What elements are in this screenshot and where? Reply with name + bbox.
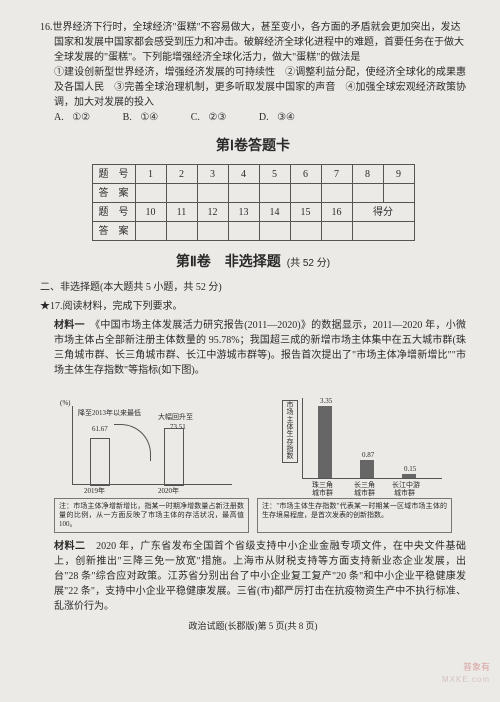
exam-page: 16.世界经济下行时，全球经济"蛋糕"不容易做大，甚至变小，各方面的矛盾就会更加… xyxy=(0,0,500,702)
mat2-lead: 材料二 xyxy=(54,541,86,552)
opt-c: C. ②③ xyxy=(191,112,227,123)
row-label: 答 案 xyxy=(92,184,135,203)
cell: 7 xyxy=(321,165,352,184)
q16-stem: 16.世界经济下行时，全球经济"蛋糕"不容易做大，甚至变小，各方面的矛盾就会更加… xyxy=(54,20,466,65)
arrow-curve xyxy=(114,424,151,461)
opt-b: B. ①④ xyxy=(123,112,159,123)
opt-d: D. ③④ xyxy=(259,112,295,123)
answer-table: 题 号 1 2 3 4 5 6 7 8 9 答 案 题 号 10 11 12 1… xyxy=(92,164,415,241)
note1: 降至2013年以来最低 xyxy=(78,408,141,419)
table-row: 答 案 xyxy=(92,222,414,241)
row-label: 题 号 xyxy=(92,203,135,222)
x1: 2019年 xyxy=(84,486,105,497)
cell: 8 xyxy=(352,165,383,184)
note2: 大幅回升至 xyxy=(158,412,193,423)
cell: 6 xyxy=(290,165,321,184)
bar-pearl xyxy=(318,406,332,478)
v1: 61.67 xyxy=(92,424,108,435)
rv2: 0.87 xyxy=(362,450,374,461)
rxs1: 城市群 xyxy=(312,488,333,499)
watermark-2: MXKE.com xyxy=(442,674,490,686)
material-1: 材料一 《中国市场主体发展活力研究报告(2011—2020)》的数据显示，201… xyxy=(54,318,466,378)
question-16: 16.世界经济下行时，全球经济"蛋糕"不容易做大，甚至变小，各方面的矛盾就会更加… xyxy=(40,20,466,125)
cell: 3 xyxy=(197,165,228,184)
charts-row: (%) 降至2013年以来最低 61.67 大幅回升至 73.51 2019年 … xyxy=(54,384,452,494)
mat1-body: 《中国市场主体发展活力研究报告(2011—2020)》的数据显示，2011—20… xyxy=(54,320,466,376)
answer-card-title: 第Ⅰ卷答题卡 xyxy=(40,135,466,156)
cell: 1 xyxy=(135,165,166,184)
cell: 2 xyxy=(166,165,197,184)
sec2-main: 第Ⅱ卷 非选择题 xyxy=(176,253,281,269)
cell: 13 xyxy=(228,203,259,222)
mat1-lead: 材料一 xyxy=(54,320,85,331)
rxs3: 城市群 xyxy=(394,488,415,499)
y-axis-r xyxy=(302,398,303,478)
cell: 16 xyxy=(321,203,352,222)
row-label: 答 案 xyxy=(92,222,135,241)
sec2-sub: (共 52 分) xyxy=(287,258,330,269)
score-cell: 得分 xyxy=(352,203,414,222)
cell: 10 xyxy=(135,203,166,222)
chart-left: (%) 降至2013年以来最低 61.67 大幅回升至 73.51 2019年 … xyxy=(54,394,244,494)
rv1: 3.35 xyxy=(320,396,332,407)
page-footer: 政治试题(长郡版)第 5 页(共 8 页) xyxy=(40,620,466,634)
cell: 5 xyxy=(259,165,290,184)
question-17: ★17.阅读材料，完成下列要求。 xyxy=(40,299,466,314)
note-right: 注："市场主体生存指数"代表某一时期某一区域市场主体的生存境易程度，是首次发表的… xyxy=(257,498,452,533)
table-row: 题 号 10 11 12 13 14 15 16 得分 xyxy=(92,203,414,222)
cell: 11 xyxy=(166,203,197,222)
opt-a: A. ①② xyxy=(54,112,90,123)
cell: 14 xyxy=(259,203,290,222)
bar-2019 xyxy=(90,438,110,486)
row-label: 题 号 xyxy=(92,165,135,184)
cell: 9 xyxy=(383,165,414,184)
y-unit: (%) xyxy=(60,398,71,409)
mat2-body: 2020 年，广东省发布全国首个省级支持中小企业金融专项文件，在中央文件基础上，… xyxy=(54,541,466,612)
rv3: 0.15 xyxy=(404,464,416,475)
q16-options: A. ①② B. ①④ C. ②③ D. ③④ xyxy=(54,110,466,125)
chart-notes: 注：市场主体净增新增比，指某一时期净增数量占新注册数量的比例，从一方面反映了市场… xyxy=(54,498,452,533)
table-row: 答 案 xyxy=(92,184,414,203)
cell: 12 xyxy=(197,203,228,222)
watermark-1: 普象有 xyxy=(463,661,490,675)
bar-midyang xyxy=(402,474,416,478)
section2-title: 第Ⅱ卷 非选择题 (共 52 分) xyxy=(40,251,466,272)
q16-number: 16. xyxy=(40,22,53,33)
q17-text: 阅读材料，完成下列要求。 xyxy=(63,301,183,312)
material-2: 材料二 2020 年，广东省发布全国首个省级支持中小企业金融专项文件，在中央文件… xyxy=(54,539,466,614)
chart-right: 市场主体生存指数 3.35 0.87 0.15 珠三角 长三角 长江中游 城市群… xyxy=(282,394,452,494)
y-label: 市场主体生存指数 xyxy=(282,400,298,463)
cell: 4 xyxy=(228,165,259,184)
x-axis-r xyxy=(302,478,442,479)
y-axis xyxy=(72,406,73,484)
x2: 2020年 xyxy=(158,486,179,497)
part2-instruction: 二、非选择题(本大题共 5 小题，共 52 分) xyxy=(40,280,466,295)
bar-yangtze xyxy=(360,460,374,478)
cell: 15 xyxy=(290,203,321,222)
q17-num: ★17. xyxy=(40,301,63,312)
note-left: 注：市场主体净增新增比，指某一时期净增数量占新注册数量的比例，从一方面反映了市场… xyxy=(54,498,249,533)
q16-text: 世界经济下行时，全球经济"蛋糕"不容易做大，甚至变小，各方面的矛盾就会更加突出，… xyxy=(53,22,465,63)
q16-items: ①建设创新型世界经济，增强经济发展的可持续性 ②调整利益分配，使经济全球化的成果… xyxy=(54,65,466,110)
rxs2: 城市群 xyxy=(354,488,375,499)
bar-2020 xyxy=(164,428,184,486)
table-row: 题 号 1 2 3 4 5 6 7 8 9 xyxy=(92,165,414,184)
